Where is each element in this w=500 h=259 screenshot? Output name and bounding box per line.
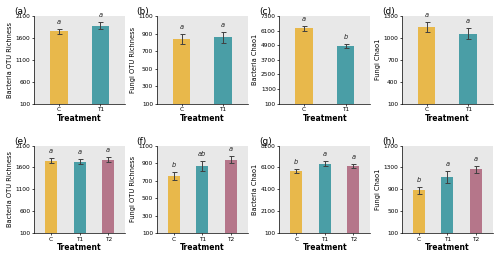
X-axis label: Treatment: Treatment — [180, 113, 224, 123]
Text: (e): (e) — [14, 137, 26, 146]
Bar — [470, 169, 482, 239]
Bar — [337, 46, 354, 105]
Text: (h): (h) — [382, 137, 394, 146]
Bar — [50, 31, 68, 108]
Bar — [168, 176, 180, 242]
Y-axis label: Bacteria OTU Richness: Bacteria OTU Richness — [7, 22, 13, 98]
Text: a: a — [466, 18, 470, 24]
Y-axis label: Fungi OTU Richness: Fungi OTU Richness — [130, 27, 136, 93]
Text: a: a — [78, 149, 82, 155]
Y-axis label: Bacteria Chao1: Bacteria Chao1 — [252, 164, 258, 215]
Bar — [296, 28, 313, 105]
Bar — [92, 26, 109, 108]
Bar — [290, 171, 302, 234]
X-axis label: Treatment: Treatment — [302, 113, 347, 123]
Text: (c): (c) — [259, 7, 271, 16]
Y-axis label: Fungi OTU Richness: Fungi OTU Richness — [130, 156, 136, 222]
Text: b: b — [172, 162, 176, 168]
Text: (b): (b) — [136, 7, 149, 16]
Text: a: a — [57, 19, 61, 25]
X-axis label: Treatment: Treatment — [180, 243, 224, 252]
Text: b: b — [417, 177, 421, 183]
Y-axis label: Bacteria OTU Richness: Bacteria OTU Richness — [7, 151, 13, 227]
Text: (f): (f) — [136, 137, 147, 146]
Y-axis label: Fungi Chao1: Fungi Chao1 — [374, 39, 380, 81]
Text: a: a — [302, 16, 306, 21]
Bar — [348, 166, 360, 234]
Text: a: a — [98, 12, 102, 18]
Bar — [319, 164, 331, 234]
Text: a: a — [49, 148, 53, 155]
Text: a: a — [446, 161, 450, 167]
X-axis label: Treatment: Treatment — [302, 243, 347, 252]
X-axis label: Treatment: Treatment — [58, 113, 102, 123]
Bar — [225, 160, 236, 242]
Text: (d): (d) — [382, 7, 394, 16]
Text: a: a — [221, 22, 225, 28]
Text: ab: ab — [198, 151, 206, 157]
Y-axis label: Fungi Chao1: Fungi Chao1 — [374, 169, 380, 210]
Y-axis label: Bacteria Chao1: Bacteria Chao1 — [252, 34, 258, 85]
Bar — [413, 190, 425, 239]
Text: (g): (g) — [259, 137, 272, 146]
X-axis label: Treatment: Treatment — [425, 113, 470, 123]
Text: b: b — [294, 159, 298, 165]
Bar — [418, 27, 436, 111]
Text: a: a — [474, 156, 478, 162]
Bar — [45, 161, 57, 238]
X-axis label: Treatment: Treatment — [58, 243, 102, 252]
Bar — [74, 162, 86, 238]
Bar — [196, 166, 208, 242]
Text: a: a — [106, 147, 110, 153]
Bar — [173, 39, 190, 112]
Text: (a): (a) — [14, 7, 26, 16]
Text: a: a — [323, 152, 327, 157]
X-axis label: Treatment: Treatment — [425, 243, 470, 252]
Bar — [442, 177, 454, 239]
Text: a: a — [352, 154, 356, 160]
Bar — [460, 34, 477, 111]
Text: a: a — [424, 12, 428, 18]
Bar — [102, 160, 114, 238]
Text: b: b — [344, 34, 347, 40]
Text: a: a — [229, 146, 233, 152]
Text: a: a — [180, 25, 184, 31]
Bar — [214, 38, 232, 112]
